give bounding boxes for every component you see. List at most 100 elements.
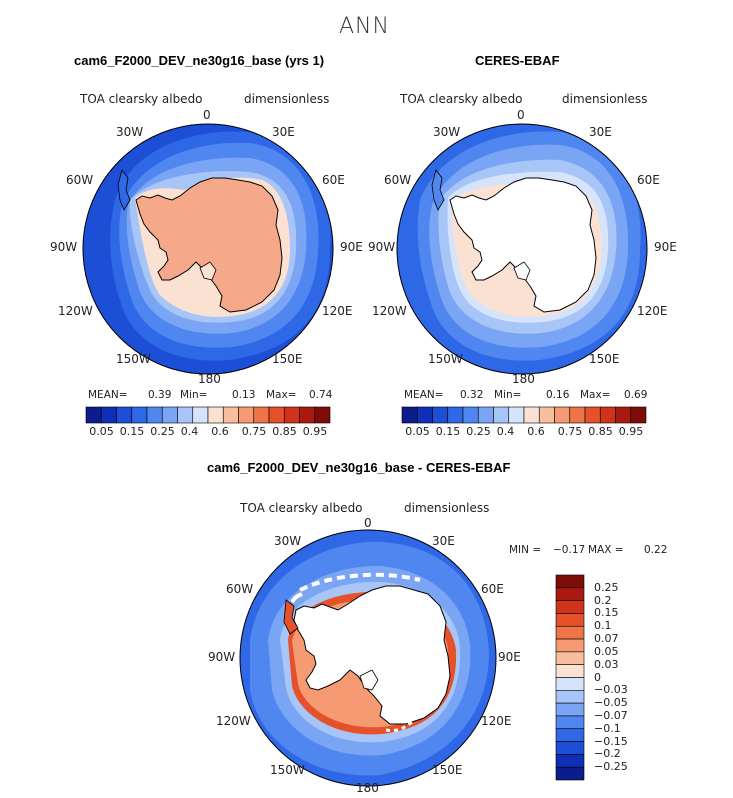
cb3-swatch: [555, 574, 585, 589]
cb1-tick-label: 0.05: [89, 425, 114, 438]
p3-lon-0: 0: [364, 516, 372, 530]
cb3-swatch: [555, 638, 585, 653]
cb1-swatch: [222, 406, 239, 424]
p2-lon-150e: 150E: [589, 352, 620, 366]
p2-min-value: 0.16: [546, 389, 570, 401]
panel-2-units: dimensionless: [562, 92, 648, 106]
p1-lon-120e: 120E: [322, 304, 353, 318]
colorbar-difference: [555, 574, 585, 781]
cb1-swatch: [253, 406, 270, 424]
p2-lon-30w: 30W: [433, 125, 461, 139]
cb1-swatch: [283, 406, 300, 424]
cb1-tick-label: 0.6: [211, 425, 229, 438]
cb3-tick-label: 0: [594, 670, 601, 684]
figure-title: ANN: [339, 14, 390, 39]
colorbar-ceres: [401, 406, 647, 424]
p2-lon-150w: 150W: [428, 352, 463, 366]
cb3-swatch: [555, 715, 585, 730]
cb1-tick-label: 0.4: [180, 425, 199, 438]
p1-lon-150w: 150W: [116, 352, 151, 366]
p1-lon-180: 180: [198, 372, 221, 386]
cb3-swatch: [555, 664, 585, 678]
p1-lon-30e: 30E: [272, 125, 295, 139]
cb2-swatch: [523, 406, 540, 424]
cb1-swatch: [238, 406, 255, 424]
panel-3-units: dimensionless: [404, 501, 490, 515]
cb2-swatch: [462, 406, 479, 424]
p3-max-value: 0.22: [644, 544, 668, 556]
cb2-tick-label: 0.6: [527, 425, 545, 438]
cb1-swatch: [268, 406, 285, 424]
cb2-swatch: [508, 406, 525, 424]
cb3-tick-label: −0.07: [594, 708, 628, 722]
p2-min-label: Min=: [494, 389, 522, 401]
cb3-tick-label: −0.1: [594, 721, 621, 735]
cb2-swatch: [493, 406, 510, 424]
cb3-tick-label: 0.2: [594, 593, 612, 607]
p1-lon-60w: 60W: [66, 173, 94, 187]
cb3-swatch: [555, 741, 585, 755]
cb3-tick-label: 0.07: [594, 632, 619, 646]
cb3-swatch: [555, 651, 585, 665]
cb3-tick-label: 0.25: [594, 580, 619, 594]
p1-mean-value: 0.39: [148, 389, 172, 401]
cb3-swatch: [555, 613, 585, 627]
cb3-tick-label: 0.15: [594, 606, 619, 620]
p3-lon-150w: 150W: [270, 763, 305, 777]
p1-max-value: 0.74: [309, 389, 333, 401]
cb2-swatch: [584, 406, 601, 424]
cb3-tick-label: −0.15: [594, 734, 628, 748]
cb3-tick-label: 0.03: [594, 657, 619, 671]
p2-lon-120e: 120E: [637, 304, 668, 318]
p1-max-label: Max=: [266, 389, 297, 401]
panel-3-variable: TOA clearsky albedo: [240, 501, 363, 515]
cb2-swatch: [630, 406, 647, 424]
cb1-swatch: [177, 406, 194, 424]
cb1-tick-label: 0.95: [302, 425, 328, 438]
p3-lon-60w: 60W: [226, 582, 254, 596]
cb2-swatch: [615, 406, 632, 424]
cb1-swatch: [299, 406, 316, 424]
p2-mean-label: MEAN=: [404, 389, 444, 401]
panel-3-title: cam6_F2000_DEV_ne30g16_base - CERES-EBAF: [207, 460, 511, 475]
p3-lon-90w: 90W: [208, 650, 236, 664]
cb2-tick-label: 0.95: [618, 425, 644, 438]
cb3-swatch: [555, 754, 585, 768]
p3-lon-30e: 30E: [432, 534, 455, 548]
cb2-tick-label: 0.4: [496, 425, 515, 438]
p3-min-label: MIN =: [509, 544, 542, 556]
cb3-tick-label: −0.05: [594, 696, 628, 710]
cb3-tick-label: −0.25: [594, 760, 628, 774]
cb2-swatch: [477, 406, 494, 424]
cb2-swatch: [447, 406, 464, 424]
cb2-swatch: [538, 406, 555, 424]
cb3-tick-label: 0.1: [594, 619, 612, 633]
cb2-swatch: [416, 406, 433, 424]
model-polar-map: [82, 123, 334, 375]
cb2-tick-label: 0.25: [466, 425, 491, 438]
p3-min-value: −0.17: [553, 544, 586, 556]
colorbar-model: [85, 406, 331, 424]
cb3-tick-label: 0.05: [594, 644, 619, 658]
cb3-swatch: [555, 600, 585, 614]
panel-1-title: cam6_F2000_DEV_ne30g16_base (yrs 1): [74, 53, 325, 68]
p2-lon-120w: 120W: [372, 304, 407, 318]
p2-max-label: Max=: [580, 389, 611, 401]
p2-lon-0: 0: [517, 108, 525, 122]
panel-1-variable: TOA clearsky albedo: [80, 92, 203, 106]
cb3-swatch: [555, 766, 585, 781]
cb3-swatch: [555, 625, 585, 640]
cb1-tick-label: 0.75: [241, 425, 267, 438]
p3-lon-30w: 30W: [274, 534, 302, 548]
p1-lon-120w: 120W: [58, 304, 93, 318]
p3-lon-180: 180: [356, 781, 379, 795]
p1-lon-150e: 150E: [272, 352, 303, 366]
panel-2-variable: TOA clearsky albedo: [400, 92, 523, 106]
panel-2-title: CERES-EBAF: [475, 53, 560, 68]
cb1-swatch: [131, 406, 148, 424]
p1-lon-90w: 90W: [50, 240, 78, 254]
cb1-swatch: [85, 406, 102, 424]
p2-mean-value: 0.32: [460, 389, 484, 401]
cb1-swatch: [161, 406, 178, 424]
